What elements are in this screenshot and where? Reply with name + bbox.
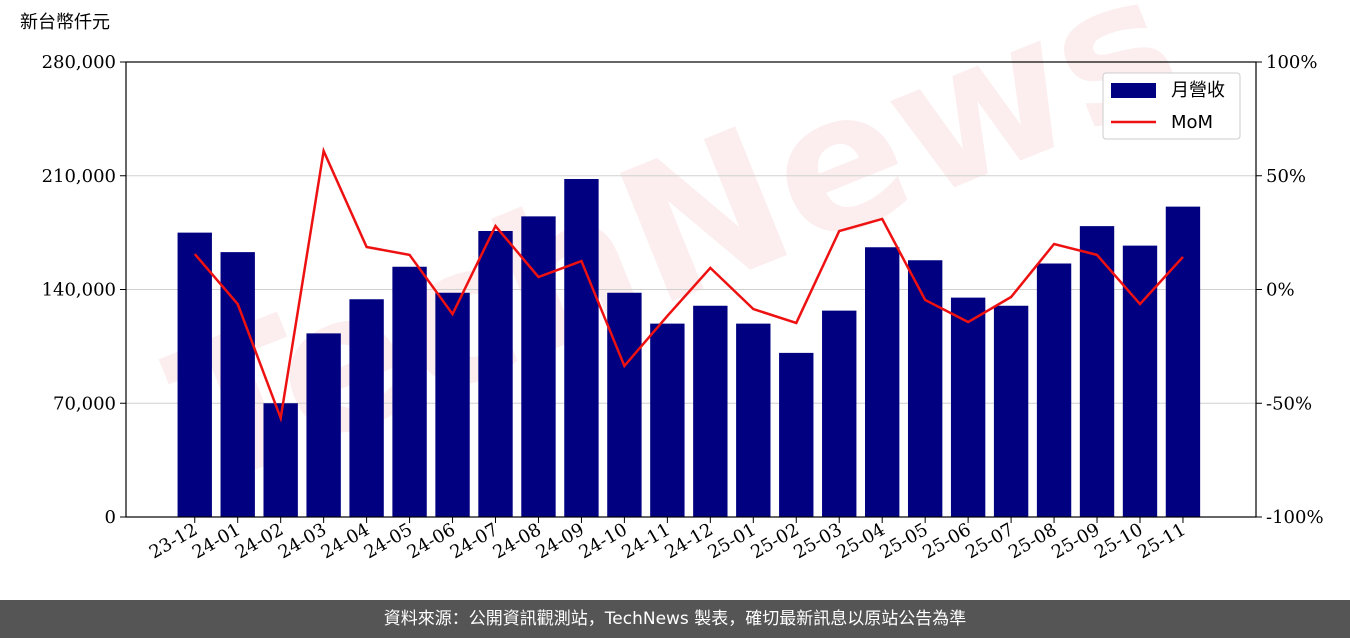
- chart: 新台幣仟元 TechNews 070,000140,000210,000280,…: [20, 0, 1324, 563]
- x-tick-label: 24-07: [447, 519, 502, 563]
- x-tick-label: 25-08: [1005, 519, 1060, 563]
- x-tick-label: 24-01: [189, 519, 244, 563]
- x-tick-label: 25-10: [1091, 519, 1146, 563]
- y2-tick-label: -100%: [1266, 507, 1324, 528]
- bar: [907, 260, 943, 517]
- bar: [392, 266, 427, 517]
- bar: [1122, 245, 1158, 517]
- x-tick-label: 24-09: [532, 519, 587, 563]
- x-tick-label: 24-02: [232, 519, 287, 563]
- plot-frame: [125, 61, 1257, 518]
- bar: [564, 179, 599, 517]
- bar: [478, 231, 513, 517]
- x-tick-label: 25-06: [919, 519, 974, 563]
- x-tick-label: 24-04: [318, 519, 373, 563]
- bar: [693, 305, 728, 517]
- x-tick-label: 25-04: [833, 519, 888, 563]
- bar: [822, 310, 857, 517]
- x-tick-label: 24-05: [361, 519, 416, 563]
- x-tick-label: 24-08: [490, 519, 545, 563]
- bar: [607, 292, 642, 517]
- x-tick-label: 25-11: [1134, 519, 1189, 563]
- y-tick-label: 0: [105, 507, 116, 528]
- x-tick-label: 25-03: [790, 519, 845, 563]
- source-note: 資料來源：公開資訊觀測站，TechNews 製表，確切最新訊息以原站公告為準: [0, 600, 1350, 638]
- bar: [865, 247, 900, 517]
- x-tick-label: 24-11: [618, 519, 673, 563]
- x-tick-label: 23-12: [146, 519, 201, 563]
- legend-label: MoM: [1171, 112, 1213, 133]
- bar: [521, 216, 556, 517]
- legend-swatch: [1111, 83, 1156, 98]
- y-tick-label: 280,000: [42, 52, 116, 73]
- x-tick-label: 25-09: [1048, 519, 1103, 563]
- bar: [650, 323, 685, 517]
- x-tick-label: 24-12: [661, 519, 716, 563]
- y-tick-label: 70,000: [53, 393, 116, 414]
- y-axis-label: 新台幣仟元: [20, 12, 110, 33]
- y2-tick-label: 50%: [1266, 166, 1306, 187]
- bar: [349, 299, 384, 517]
- bar: [779, 352, 814, 517]
- x-tick-label: 25-05: [876, 519, 931, 563]
- bar: [1036, 263, 1072, 517]
- y2-tick-label: 100%: [1266, 52, 1317, 73]
- legend-label: 月營收: [1171, 80, 1225, 101]
- bar: [736, 323, 771, 517]
- bar: [220, 252, 255, 517]
- x-tick-label: 25-02: [747, 519, 802, 563]
- bar: [177, 232, 212, 517]
- y2-tick-label: 0%: [1266, 280, 1295, 301]
- x-tick-label: 24-03: [275, 519, 330, 563]
- x-tick-label: 25-01: [704, 519, 759, 563]
- y-tick-label: 140,000: [42, 280, 116, 301]
- x-tick-label: 24-06: [404, 519, 459, 563]
- x-tick-label: 25-07: [962, 519, 1017, 563]
- y-tick-label: 210,000: [42, 166, 116, 187]
- bar: [950, 297, 986, 517]
- bar: [435, 292, 470, 517]
- mom-line: [193, 146, 1184, 423]
- bar: [306, 333, 341, 517]
- bar: [1079, 226, 1115, 517]
- x-tick-label: 24-10: [575, 519, 630, 563]
- bar: [993, 305, 1029, 517]
- bar: [263, 403, 298, 517]
- y2-tick-label: -50%: [1266, 393, 1312, 414]
- bar: [1165, 206, 1201, 517]
